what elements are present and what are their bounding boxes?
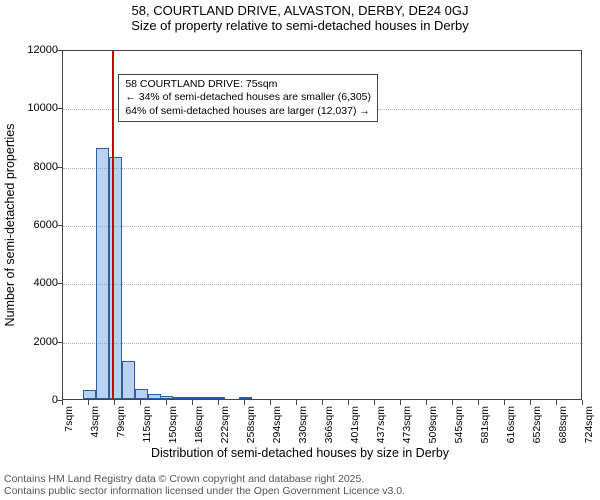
x-tick-mark: [322, 400, 323, 405]
x-tick-mark: [426, 400, 427, 405]
histogram-bar: [122, 361, 135, 399]
x-tick-mark: [400, 400, 401, 405]
histogram-bar: [109, 157, 122, 399]
x-tick-label: 509sqm: [427, 406, 439, 443]
x-tick-label: 43sqm: [89, 406, 101, 438]
x-axis-label: Distribution of semi-detached houses by …: [0, 446, 600, 460]
y-tick-mark: [57, 108, 62, 109]
x-tick-label: 366sqm: [323, 406, 335, 443]
histogram-bar: [173, 397, 186, 399]
chart-container: Number of semi-detached properties 58 CO…: [0, 40, 600, 458]
footer-line2: Contains public sector information licen…: [4, 485, 405, 498]
x-tick-label: 401sqm: [349, 406, 361, 443]
x-tick-mark: [348, 400, 349, 405]
x-tick-mark: [374, 400, 375, 405]
histogram-bar: [96, 148, 109, 399]
x-tick-mark: [62, 400, 63, 405]
x-tick-label: 688sqm: [557, 406, 569, 443]
x-tick-mark: [244, 400, 245, 405]
x-tick-mark: [114, 400, 115, 405]
x-tick-label: 258sqm: [245, 406, 257, 443]
annotation-line: 58 COURTLAND DRIVE: 75sqm: [125, 78, 371, 91]
x-tick-label: 294sqm: [271, 406, 283, 443]
x-tick-mark: [478, 400, 479, 405]
x-tick-mark: [218, 400, 219, 405]
y-tick-label: 10000: [8, 102, 58, 114]
histogram-bar: [212, 397, 225, 399]
gridline: [63, 168, 581, 169]
x-tick-label: 186sqm: [193, 406, 205, 443]
x-tick-mark: [192, 400, 193, 405]
gridline: [63, 226, 581, 227]
x-tick-mark: [530, 400, 531, 405]
y-tick-label: 6000: [8, 219, 58, 231]
histogram-bar: [199, 397, 212, 399]
x-tick-mark: [504, 400, 505, 405]
y-tick-mark: [57, 283, 62, 284]
footer-attribution: Contains HM Land Registry data © Crown c…: [4, 473, 405, 498]
y-tick-mark: [57, 50, 62, 51]
x-tick-label: 545sqm: [453, 406, 465, 443]
footer-line1: Contains HM Land Registry data © Crown c…: [4, 473, 405, 486]
histogram-bar: [160, 396, 173, 400]
histogram-bar: [186, 397, 199, 399]
x-tick-label: 330sqm: [297, 406, 309, 443]
histogram-bar: [239, 397, 252, 399]
gridline: [63, 284, 581, 285]
y-tick-mark: [57, 167, 62, 168]
x-tick-mark: [88, 400, 89, 405]
x-tick-mark: [270, 400, 271, 405]
y-tick-label: 0: [8, 394, 58, 406]
x-tick-mark: [582, 400, 583, 405]
x-tick-label: 79sqm: [115, 406, 127, 438]
plot-area: 58 COURTLAND DRIVE: 75sqm← 34% of semi-d…: [62, 50, 582, 400]
y-tick-label: 4000: [8, 277, 58, 289]
x-tick-label: 724sqm: [583, 406, 595, 443]
y-tick-mark: [57, 342, 62, 343]
histogram-bar: [83, 390, 96, 399]
annotation-line: 64% of semi-detached houses are larger (…: [125, 105, 371, 118]
x-tick-mark: [452, 400, 453, 405]
reference-line: [112, 51, 114, 399]
y-tick-label: 8000: [8, 161, 58, 173]
x-tick-label: 150sqm: [167, 406, 179, 443]
x-tick-label: 222sqm: [219, 406, 231, 443]
x-tick-label: 437sqm: [375, 406, 387, 443]
y-tick-mark: [57, 225, 62, 226]
x-tick-label: 473sqm: [401, 406, 413, 443]
x-tick-mark: [166, 400, 167, 405]
x-tick-mark: [140, 400, 141, 405]
x-tick-label: 652sqm: [531, 406, 543, 443]
gridline: [63, 343, 581, 344]
x-tick-label: 115sqm: [141, 406, 153, 443]
x-tick-mark: [556, 400, 557, 405]
chart-title-block: 58, COURTLAND DRIVE, ALVASTON, DERBY, DE…: [0, 0, 600, 33]
histogram-bar: [135, 389, 148, 399]
histogram-bar: [148, 394, 161, 399]
y-tick-label: 2000: [8, 336, 58, 348]
x-tick-mark: [296, 400, 297, 405]
x-tick-label: 581sqm: [479, 406, 491, 443]
title-line2: Size of property relative to semi-detach…: [0, 18, 600, 33]
title-line1: 58, COURTLAND DRIVE, ALVASTON, DERBY, DE…: [0, 3, 600, 18]
x-tick-label: 7sqm: [63, 406, 75, 432]
x-tick-label: 616sqm: [505, 406, 517, 443]
annotation-box: 58 COURTLAND DRIVE: 75sqm← 34% of semi-d…: [118, 74, 378, 121]
annotation-line: ← 34% of semi-detached houses are smalle…: [125, 91, 371, 104]
y-tick-label: 12000: [8, 44, 58, 56]
